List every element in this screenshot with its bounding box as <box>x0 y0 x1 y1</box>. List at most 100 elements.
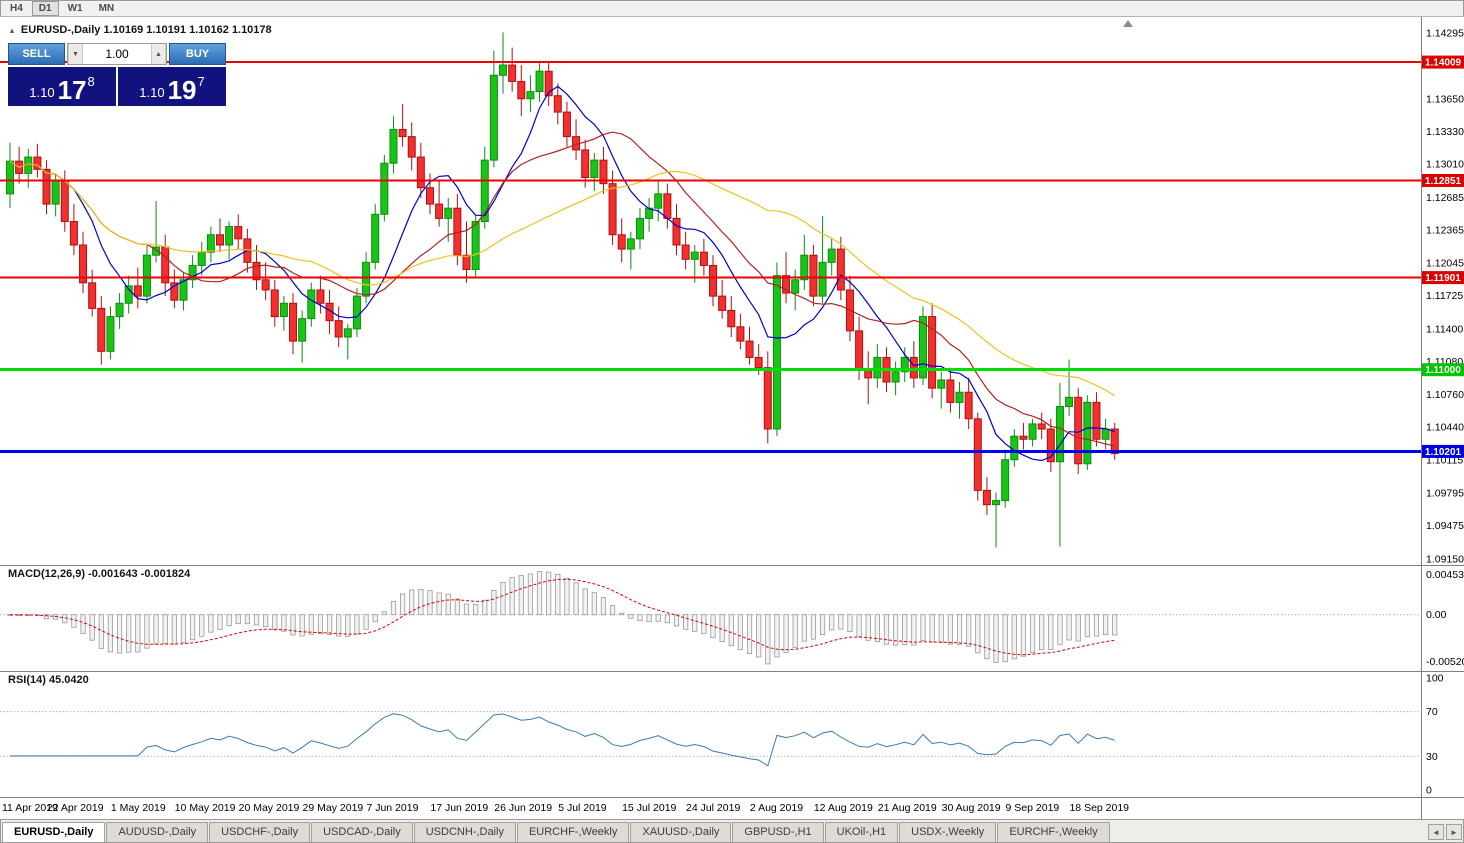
candle <box>818 216 827 304</box>
price-axis-label: 1.11725 <box>1426 290 1463 302</box>
one-click-panel-toggle-icon[interactable]: ▲ <box>8 25 16 35</box>
candle <box>919 306 927 386</box>
buy-price-pips: 19 <box>167 75 197 105</box>
volume-stepper: ▼ 1.00 ▲ <box>67 43 167 65</box>
macd-panel[interactable]: 0.004536 0.00 -0.005205 <box>0 565 1464 671</box>
chart-tab-usdcnh-daily-4[interactable]: USDCNH-,Daily <box>413 822 516 843</box>
volume-input[interactable]: 1.00 <box>105 47 129 61</box>
sell-price-display[interactable]: 1.10 17 8 <box>8 67 116 106</box>
price-axis-label: 1.11400 <box>1426 323 1463 335</box>
svg-text:1.11901: 1.11901 <box>1425 273 1461 284</box>
buy-price-point: 7 <box>197 74 205 89</box>
time-axis-label: 11 Apr 2019 <box>2 802 58 814</box>
time-axis-label: 15 Jul 2019 <box>622 802 677 814</box>
candle <box>772 262 781 437</box>
price-axis-label: 1.13650 <box>1426 93 1464 105</box>
candle <box>617 218 626 263</box>
price-axis-label: 1.10760 <box>1426 389 1464 401</box>
one-click-trade-panel: SELL ▼ 1.00 ▲ BUY 1.10 17 8 1.10 19 7 <box>8 43 226 106</box>
candle <box>672 204 681 256</box>
timeframe-w1-button[interactable]: W1 <box>61 1 90 16</box>
candle <box>526 75 535 113</box>
buy-price-display[interactable]: 1.10 19 7 <box>118 67 226 106</box>
rsi-axis-label: 0 <box>1426 785 1432 797</box>
candle <box>1110 422 1119 460</box>
price-tag: 1.11000 <box>1422 363 1464 377</box>
price-chart[interactable]: 1.142951.139801.136501.133301.130101.126… <box>0 17 1464 565</box>
candle <box>1092 392 1101 447</box>
candle <box>1019 422 1028 450</box>
volume-increase-icon[interactable]: ▲ <box>151 44 166 64</box>
chart-tab-eurchf-weekly-10[interactable]: EURCHF-,Weekly <box>997 822 1110 843</box>
volume-decrease-icon[interactable]: ▼ <box>68 44 83 64</box>
candle <box>535 63 544 102</box>
chart-tab-usdcad-daily-3[interactable]: USDCAD-,Daily <box>311 822 413 843</box>
candle <box>1037 412 1046 440</box>
rsi-axis-label: 70 <box>1426 706 1438 718</box>
candle <box>827 238 836 276</box>
candle <box>79 231 88 294</box>
candle <box>626 231 635 270</box>
candle <box>489 50 498 168</box>
time-axis[interactable]: 11 Apr 2019 22 Apr 2019 1 May 2019 10 May 2… <box>0 797 1464 820</box>
candle <box>508 47 517 92</box>
candle <box>215 218 224 253</box>
price-axis-label: 1.09795 <box>1426 487 1464 499</box>
candle <box>654 180 663 222</box>
price-axis-label: 1.09475 <box>1426 520 1464 532</box>
candle <box>718 279 727 319</box>
chart-tab-gbpusd-h1-7[interactable]: GBPUSD-,H1 <box>732 822 824 843</box>
candle <box>6 142 14 209</box>
chart-tab-eurusd-daily-0[interactable]: EURUSD-,Daily <box>2 822 106 843</box>
svg-text:1.11000: 1.11000 <box>1425 365 1461 376</box>
time-axis-label: 18 Sep 2019 <box>1069 802 1130 814</box>
candle <box>179 272 188 311</box>
time-axis-label: 7 Jun 2019 <box>366 802 419 814</box>
time-axis-label: 24 Jul 2019 <box>686 802 741 814</box>
tabs-scroll-right-icon[interactable]: ► <box>1446 824 1462 840</box>
chart-shift-marker-icon[interactable] <box>1123 20 1133 27</box>
chart-tab-xauusd-daily-6[interactable]: XAUUSD-,Daily <box>630 822 732 843</box>
candle <box>928 303 937 399</box>
time-axis-label: 12 Aug 2019 <box>813 802 873 814</box>
sell-button[interactable]: SELL <box>8 43 65 65</box>
chart-tab-usdchf-daily-2[interactable]: USDCHF-,Daily <box>209 822 311 843</box>
rsi-panel[interactable]: 100 70 30 0 <box>0 671 1464 797</box>
time-axis-label: 30 Aug 2019 <box>941 802 1001 814</box>
candle <box>115 293 124 329</box>
timeframe-mn-button[interactable]: MN <box>92 1 122 16</box>
macd-signal-line <box>9 578 1115 656</box>
chart-tab-ukoil-h1-8[interactable]: UKOil-,H1 <box>824 822 899 843</box>
candle <box>736 313 745 350</box>
buy-button[interactable]: BUY <box>169 43 226 65</box>
candle <box>836 236 845 301</box>
tabs-scroll-left-icon[interactable]: ◄ <box>1428 824 1444 840</box>
candle <box>289 293 298 355</box>
candle <box>133 267 142 309</box>
candle <box>992 492 1001 548</box>
price-axis-label: 1.09150 <box>1426 553 1464 565</box>
chart-tab-usdx-weekly-9[interactable]: USDX-,Weekly <box>899 822 997 843</box>
time-axis-label: 29 May 2019 <box>302 802 364 814</box>
price-tag: 1.10201 <box>1422 444 1464 458</box>
candle <box>69 204 78 256</box>
candle <box>1055 383 1064 547</box>
candle <box>982 477 991 515</box>
candle <box>709 255 718 307</box>
time-axis-label: 17 Jun 2019 <box>430 802 489 814</box>
candle <box>800 234 809 290</box>
chart-tab-eurchf-weekly-5[interactable]: EURCHF-,Weekly <box>516 822 630 843</box>
time-axis-label: 5 Jul 2019 <box>558 802 607 814</box>
price-tag: 1.12851 <box>1422 173 1464 187</box>
price-axis-label: 1.12685 <box>1426 192 1464 204</box>
time-axis-label: 22 Apr 2019 <box>46 802 104 814</box>
candle <box>206 226 215 263</box>
timeframe-h4-button[interactable]: H4 <box>3 1 30 16</box>
candle <box>170 269 179 309</box>
candle <box>97 296 106 365</box>
candle <box>42 160 51 215</box>
timeframe-d1-button[interactable]: D1 <box>31 0 59 16</box>
rsi-axis-label: 30 <box>1426 751 1438 763</box>
candle <box>234 214 243 250</box>
chart-tab-audusd-daily-1[interactable]: AUDUSD-,Daily <box>106 822 209 843</box>
